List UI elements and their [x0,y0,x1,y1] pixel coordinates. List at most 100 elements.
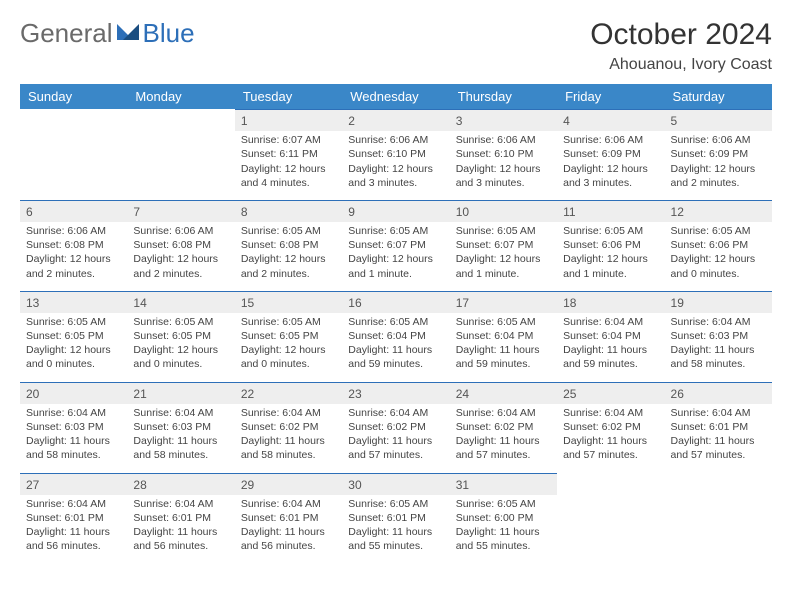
calendar-day-cell: 2Sunrise: 6:06 AMSunset: 6:10 PMDaylight… [342,109,449,196]
sunrise-line: Sunrise: 6:06 AM [26,224,121,238]
sunrise-line: Sunrise: 6:04 AM [133,406,228,420]
sunset-line: Sunset: 6:07 PM [348,238,443,252]
sunset-line: Sunset: 6:02 PM [241,420,336,434]
day-number: 31 [450,473,557,495]
day-number: 23 [342,382,449,404]
calendar-day-cell: 28Sunrise: 6:04 AMSunset: 6:01 PMDayligh… [127,473,234,560]
calendar-day-cell: 27Sunrise: 6:04 AMSunset: 6:01 PMDayligh… [20,473,127,560]
day-body: Sunrise: 6:06 AMSunset: 6:08 PMDaylight:… [127,222,234,287]
sunset-line: Sunset: 6:08 PM [26,238,121,252]
weekday-header: Saturday [665,84,772,109]
sunset-line: Sunset: 6:01 PM [348,511,443,525]
daylight-line: Daylight: 12 hours and 1 minute. [348,252,443,280]
calendar-day-cell: 19Sunrise: 6:04 AMSunset: 6:03 PMDayligh… [665,291,772,378]
day-body: Sunrise: 6:05 AMSunset: 6:07 PMDaylight:… [450,222,557,287]
daylight-line: Daylight: 12 hours and 3 minutes. [348,162,443,190]
calendar-week-row: 13Sunrise: 6:05 AMSunset: 6:05 PMDayligh… [20,291,772,378]
calendar-day-cell: 9Sunrise: 6:05 AMSunset: 6:07 PMDaylight… [342,200,449,287]
calendar-day-cell: 24Sunrise: 6:04 AMSunset: 6:02 PMDayligh… [450,382,557,469]
day-body: Sunrise: 6:04 AMSunset: 6:01 PMDaylight:… [235,495,342,560]
day-number: 3 [450,109,557,131]
day-body: Sunrise: 6:04 AMSunset: 6:02 PMDaylight:… [450,404,557,469]
day-body: Sunrise: 6:06 AMSunset: 6:10 PMDaylight:… [450,131,557,196]
daylight-line: Daylight: 12 hours and 0 minutes. [671,252,766,280]
sunset-line: Sunset: 6:05 PM [241,329,336,343]
day-number: 5 [665,109,772,131]
daylight-line: Daylight: 12 hours and 2 minutes. [26,252,121,280]
day-body: Sunrise: 6:05 AMSunset: 6:07 PMDaylight:… [342,222,449,287]
sunset-line: Sunset: 6:09 PM [671,147,766,161]
sunset-line: Sunset: 6:00 PM [456,511,551,525]
day-number: 20 [20,382,127,404]
sunrise-line: Sunrise: 6:05 AM [348,315,443,329]
day-number: 13 [20,291,127,313]
sunrise-line: Sunrise: 6:04 AM [563,406,658,420]
day-number: 27 [20,473,127,495]
sunset-line: Sunset: 6:10 PM [348,147,443,161]
day-body: Sunrise: 6:04 AMSunset: 6:03 PMDaylight:… [20,404,127,469]
day-body: Sunrise: 6:04 AMSunset: 6:01 PMDaylight:… [127,495,234,560]
day-number: 25 [557,382,664,404]
weekday-header: Monday [127,84,234,109]
calendar-day-cell: 13Sunrise: 6:05 AMSunset: 6:05 PMDayligh… [20,291,127,378]
day-number: 29 [235,473,342,495]
sunset-line: Sunset: 6:04 PM [563,329,658,343]
day-body: Sunrise: 6:04 AMSunset: 6:02 PMDaylight:… [342,404,449,469]
day-body: Sunrise: 6:04 AMSunset: 6:03 PMDaylight:… [665,313,772,378]
header: General Blue October 2024 Ahouanou, Ivor… [20,18,772,74]
weekday-header: Friday [557,84,664,109]
sunrise-line: Sunrise: 6:04 AM [671,315,766,329]
sunrise-line: Sunrise: 6:04 AM [26,406,121,420]
daylight-line: Daylight: 11 hours and 56 minutes. [133,525,228,553]
daylight-line: Daylight: 12 hours and 1 minute. [563,252,658,280]
calendar-day-cell: 4Sunrise: 6:06 AMSunset: 6:09 PMDaylight… [557,109,664,196]
daylight-line: Daylight: 12 hours and 2 minutes. [241,252,336,280]
daylight-line: Daylight: 12 hours and 0 minutes. [241,343,336,371]
sunset-line: Sunset: 6:01 PM [671,420,766,434]
day-body: Sunrise: 6:06 AMSunset: 6:09 PMDaylight:… [665,131,772,196]
daylight-line: Daylight: 11 hours and 55 minutes. [348,525,443,553]
sunset-line: Sunset: 6:03 PM [26,420,121,434]
daylight-line: Daylight: 12 hours and 2 minutes. [671,162,766,190]
day-number: 28 [127,473,234,495]
sunrise-line: Sunrise: 6:05 AM [348,497,443,511]
day-number: 11 [557,200,664,222]
calendar-day-cell [127,109,234,196]
logo: General Blue [20,18,195,49]
daylight-line: Daylight: 12 hours and 4 minutes. [241,162,336,190]
day-body: Sunrise: 6:04 AMSunset: 6:03 PMDaylight:… [127,404,234,469]
sunset-line: Sunset: 6:05 PM [26,329,121,343]
daylight-line: Daylight: 11 hours and 55 minutes. [456,525,551,553]
sunset-line: Sunset: 6:07 PM [456,238,551,252]
sunset-line: Sunset: 6:05 PM [133,329,228,343]
sunrise-line: Sunrise: 6:04 AM [671,406,766,420]
day-body: Sunrise: 6:06 AMSunset: 6:10 PMDaylight:… [342,131,449,196]
day-number: 7 [127,200,234,222]
calendar-day-cell: 29Sunrise: 6:04 AMSunset: 6:01 PMDayligh… [235,473,342,560]
sunrise-line: Sunrise: 6:06 AM [456,133,551,147]
calendar-day-cell: 16Sunrise: 6:05 AMSunset: 6:04 PMDayligh… [342,291,449,378]
day-number: 9 [342,200,449,222]
sunrise-line: Sunrise: 6:07 AM [241,133,336,147]
sunset-line: Sunset: 6:01 PM [241,511,336,525]
daylight-line: Daylight: 11 hours and 59 minutes. [563,343,658,371]
sunset-line: Sunset: 6:03 PM [133,420,228,434]
sunrise-line: Sunrise: 6:06 AM [563,133,658,147]
sunrise-line: Sunrise: 6:06 AM [348,133,443,147]
daylight-line: Daylight: 11 hours and 57 minutes. [348,434,443,462]
sunset-line: Sunset: 6:08 PM [241,238,336,252]
sunset-line: Sunset: 6:02 PM [456,420,551,434]
daylight-line: Daylight: 11 hours and 59 minutes. [456,343,551,371]
month-title: October 2024 [590,18,772,52]
calendar-day-cell: 17Sunrise: 6:05 AMSunset: 6:04 PMDayligh… [450,291,557,378]
sunrise-line: Sunrise: 6:04 AM [563,315,658,329]
sunrise-line: Sunrise: 6:04 AM [26,497,121,511]
location: Ahouanou, Ivory Coast [590,56,772,74]
calendar-day-cell: 5Sunrise: 6:06 AMSunset: 6:09 PMDaylight… [665,109,772,196]
day-number: 1 [235,109,342,131]
day-body: Sunrise: 6:04 AMSunset: 6:01 PMDaylight:… [665,404,772,469]
calendar-day-cell: 22Sunrise: 6:04 AMSunset: 6:02 PMDayligh… [235,382,342,469]
daylight-line: Daylight: 11 hours and 58 minutes. [241,434,336,462]
calendar-day-cell: 15Sunrise: 6:05 AMSunset: 6:05 PMDayligh… [235,291,342,378]
sunrise-line: Sunrise: 6:05 AM [456,315,551,329]
